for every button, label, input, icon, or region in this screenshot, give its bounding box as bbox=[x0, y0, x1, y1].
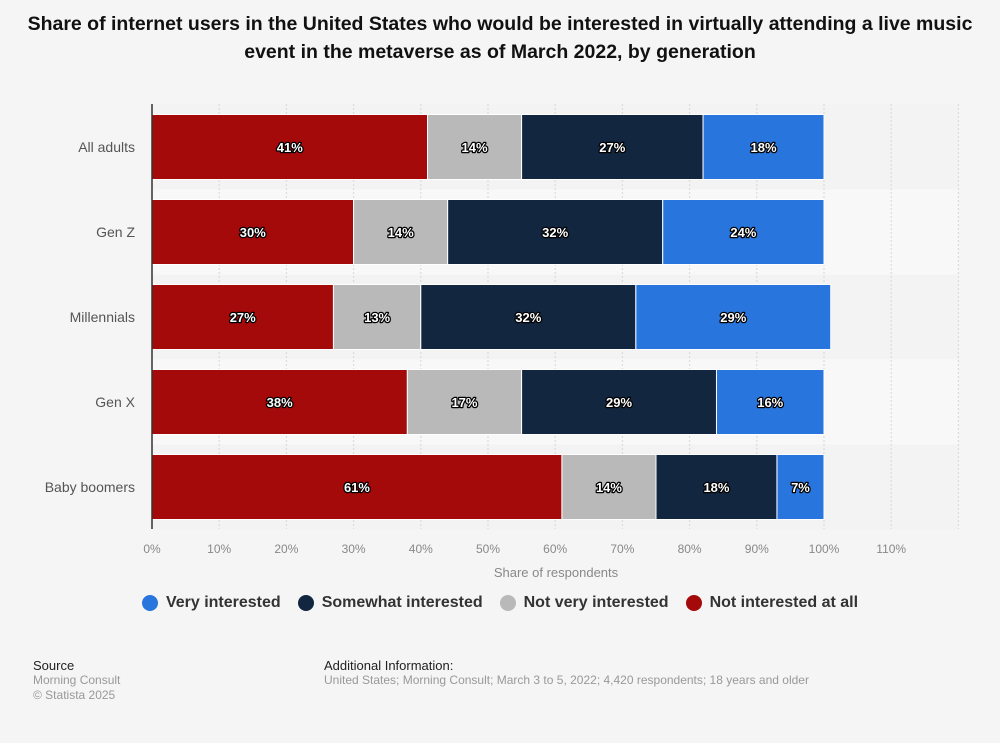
legend-dot-icon bbox=[297, 595, 314, 611]
bar-segment[interactable] bbox=[353, 199, 449, 265]
x-tick-label: 80% bbox=[678, 542, 702, 556]
bar-segment[interactable] bbox=[406, 369, 523, 435]
source-block: Source Morning Consult © Statista 2025 bbox=[33, 658, 120, 703]
data-label: 41% bbox=[277, 140, 303, 155]
bar-segment[interactable] bbox=[151, 199, 355, 265]
x-tick-label: 60% bbox=[543, 542, 567, 556]
legend-label: Very interested bbox=[165, 594, 281, 611]
source-heading: Source bbox=[33, 658, 75, 673]
data-label: 24% bbox=[730, 225, 756, 240]
chart-plot: 41% 14% 27% 18% 30% 14% 32% 24% 27% 13% 32% 29% 38% 1… bbox=[45, 104, 959, 580]
bar-segment[interactable] bbox=[151, 369, 408, 435]
data-label: 17% bbox=[451, 395, 477, 410]
additional-info-heading: Additional Information: bbox=[324, 658, 454, 673]
additional-info-text: United States; Morning Consult; March 3 … bbox=[324, 673, 809, 687]
x-tick-label: 30% bbox=[342, 542, 366, 556]
legend-dot-icon bbox=[685, 595, 702, 611]
copyright: © Statista 2025 bbox=[33, 688, 116, 702]
bar-segment[interactable] bbox=[420, 284, 637, 350]
x-tick-label: 10% bbox=[207, 542, 231, 556]
x-tick-label: 70% bbox=[610, 542, 634, 556]
bar-segment[interactable] bbox=[561, 454, 657, 520]
y-tick-label: Gen X bbox=[95, 394, 135, 410]
data-label: 29% bbox=[606, 395, 632, 410]
legend-dot-icon bbox=[499, 595, 516, 611]
data-label: 61% bbox=[344, 480, 370, 495]
bar-segment[interactable] bbox=[702, 114, 825, 180]
bar-segment[interactable] bbox=[776, 454, 825, 520]
additional-info-block: Additional Information: United States; M… bbox=[324, 658, 809, 688]
chart-title: Share of internet users in the United St… bbox=[27, 13, 973, 63]
bar-segment[interactable] bbox=[447, 199, 664, 265]
x-tick-label: 100% bbox=[809, 542, 840, 556]
bar-segment[interactable] bbox=[655, 454, 778, 520]
data-label: 38% bbox=[267, 395, 293, 410]
y-tick-label: Gen Z bbox=[96, 224, 135, 240]
x-tick-label: 110% bbox=[876, 542, 906, 556]
legend-item-very-interested[interactable]: Very interested bbox=[141, 594, 281, 612]
data-label: 29% bbox=[720, 310, 746, 325]
data-label: 30% bbox=[240, 225, 266, 240]
legend-label: Not interested at all bbox=[709, 594, 859, 611]
data-label: 7% bbox=[791, 480, 810, 495]
x-tick-label: 0% bbox=[143, 542, 161, 556]
data-label: 27% bbox=[599, 140, 625, 155]
data-label: 18% bbox=[751, 140, 777, 155]
bar-segment[interactable] bbox=[635, 284, 832, 350]
legend-dot-icon bbox=[141, 595, 158, 611]
legend: Very interested Somewhat interested Not … bbox=[0, 594, 1000, 612]
x-tick-label: 50% bbox=[476, 542, 500, 556]
x-tick-label: 20% bbox=[274, 542, 298, 556]
data-label: 14% bbox=[388, 225, 414, 240]
x-axis-label: Share of respondents bbox=[494, 565, 619, 580]
y-tick-label: Baby boomers bbox=[45, 479, 135, 495]
bar-segment[interactable] bbox=[662, 199, 825, 265]
data-label: 14% bbox=[596, 480, 622, 495]
legend-label: Somewhat interested bbox=[321, 594, 483, 611]
legend-item-somewhat-interested[interactable]: Somewhat interested bbox=[297, 594, 483, 612]
x-tick-label: 40% bbox=[409, 542, 433, 556]
bar-segment[interactable] bbox=[715, 369, 825, 435]
bar-segment[interactable] bbox=[427, 114, 523, 180]
data-label: 18% bbox=[703, 480, 729, 495]
y-tick-label: All adults bbox=[78, 139, 135, 155]
data-label: 14% bbox=[462, 140, 488, 155]
bar-segment[interactable] bbox=[151, 114, 429, 180]
legend-item-not-very-interested[interactable]: Not very interested bbox=[499, 594, 669, 612]
bar-segment[interactable] bbox=[521, 369, 717, 435]
data-label: 13% bbox=[364, 310, 390, 325]
legend-item-not-interested-at-all[interactable]: Not interested at all bbox=[685, 594, 859, 612]
data-label: 27% bbox=[230, 310, 256, 325]
data-label: 32% bbox=[542, 225, 568, 240]
y-tick-label: Millennials bbox=[70, 309, 135, 325]
source-name[interactable]: Morning Consult bbox=[33, 673, 121, 687]
legend-label: Not very interested bbox=[523, 594, 669, 611]
data-label: 32% bbox=[515, 310, 541, 325]
data-label: 16% bbox=[757, 395, 783, 410]
x-tick-label: 90% bbox=[745, 542, 769, 556]
bar-segment[interactable] bbox=[521, 114, 704, 180]
